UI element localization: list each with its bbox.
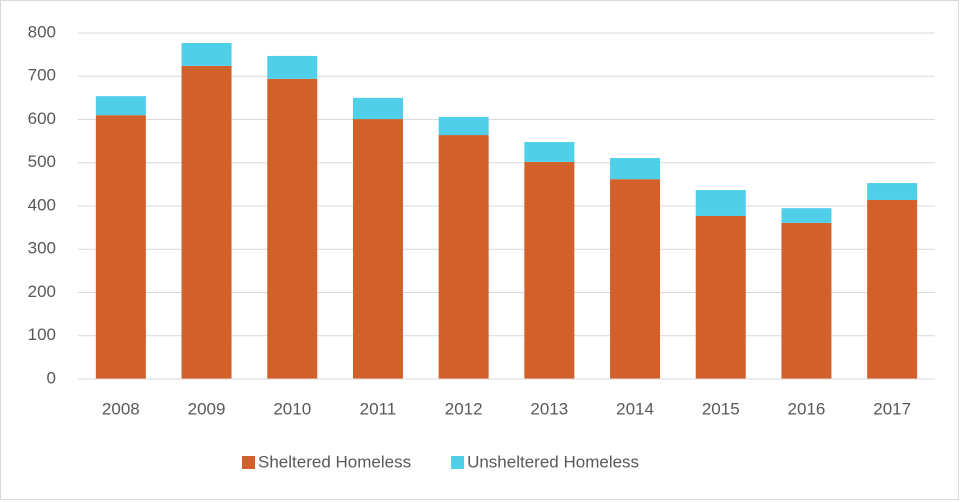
y-tick-label: 300 [28,239,56,258]
bar-segment [524,161,575,379]
y-tick-label: 500 [28,152,56,171]
x-tick-label: 2009 [188,399,226,418]
bar-segment [181,65,232,380]
x-tick-label: 2016 [788,399,826,418]
bar-segment [610,179,661,379]
bar-segment [695,215,746,379]
x-tick-label: 2012 [445,399,483,418]
y-tick-label: 800 [28,22,56,41]
legend-swatch [451,456,465,469]
bar-segment [438,135,489,379]
bar-segment [352,97,403,120]
bar-segment [781,222,832,379]
y-tick-label: 700 [28,66,56,85]
bar-segment [867,199,918,379]
x-tick-label: 2008 [102,399,140,418]
bar-segment [352,119,403,379]
y-tick-label: 100 [28,325,56,344]
bar-segment [610,157,661,180]
x-tick-label: 2013 [530,399,568,418]
legend-label: Sheltered Homeless [258,452,411,471]
bar-segment [95,115,146,380]
y-tick-label: 400 [28,195,56,214]
x-tick-label: 2014 [616,399,654,418]
x-tick-label: 2010 [273,399,311,418]
y-tick-label: 200 [28,282,56,301]
y-tick-label: 600 [28,109,56,128]
bar-segment [867,183,918,200]
bar-segment [267,55,318,79]
x-tick-label: 2015 [702,399,740,418]
bar-segment [181,42,232,66]
legend-swatch [242,456,255,469]
x-tick-label: 2017 [873,399,911,418]
bar-segment [95,96,146,116]
bar-segment [267,78,318,379]
bar-segment [524,141,575,162]
bar-segment [438,116,489,136]
x-tick-label: 2011 [360,399,397,418]
bar-segment [695,189,746,216]
y-tick-label: 0 [47,368,56,387]
legend-label: Unsheltered Homeless [467,452,639,471]
bar-segment [781,208,832,223]
